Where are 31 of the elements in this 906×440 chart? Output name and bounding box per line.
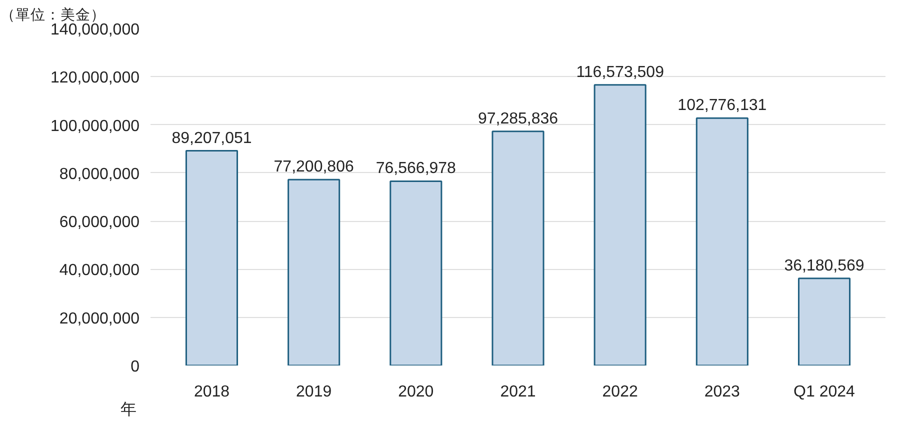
y-tick-label: 40,000,000 bbox=[59, 262, 140, 280]
y-tick-label: 0 bbox=[130, 358, 140, 376]
x-tick-label: 2021 bbox=[500, 384, 536, 400]
y-tick-label: 80,000,000 bbox=[59, 166, 140, 183]
x-tick-label: 2019 bbox=[296, 384, 332, 400]
y-axis-title: （單位：美金） bbox=[0, 6, 106, 24]
bar bbox=[492, 130, 544, 366]
data-label: 116,573,509 bbox=[576, 64, 664, 81]
x-axis-title: 年 bbox=[120, 402, 136, 418]
y-tick-label: 100,000,000 bbox=[50, 118, 140, 135]
bar bbox=[696, 117, 748, 366]
data-label: 97,285,836 bbox=[478, 110, 558, 128]
x-tick-label: 2020 bbox=[398, 384, 434, 400]
data-label: 36,180,569 bbox=[784, 257, 864, 274]
x-tick-label: 2018 bbox=[194, 384, 230, 400]
bar bbox=[288, 178, 340, 366]
y-tick-label: 20,000,000 bbox=[59, 310, 140, 328]
x-tick-label: Q1 2024 bbox=[794, 384, 856, 400]
data-label: 102,776,131 bbox=[678, 97, 767, 114]
bar bbox=[798, 278, 851, 366]
data-label: 77,200,806 bbox=[274, 158, 354, 176]
y-tick-label: 140,000,000 bbox=[50, 22, 140, 38]
y-tick-label: 60,000,000 bbox=[59, 214, 140, 232]
bar bbox=[594, 84, 646, 366]
bar bbox=[390, 180, 442, 366]
y-tick-label: 120,000,000 bbox=[50, 70, 140, 87]
data-label: 89,207,051 bbox=[172, 130, 252, 147]
bar bbox=[185, 150, 238, 366]
x-tick-label: 2023 bbox=[704, 384, 740, 400]
data-label: 76,566,978 bbox=[376, 160, 456, 178]
x-tick-label: 2022 bbox=[602, 384, 638, 400]
